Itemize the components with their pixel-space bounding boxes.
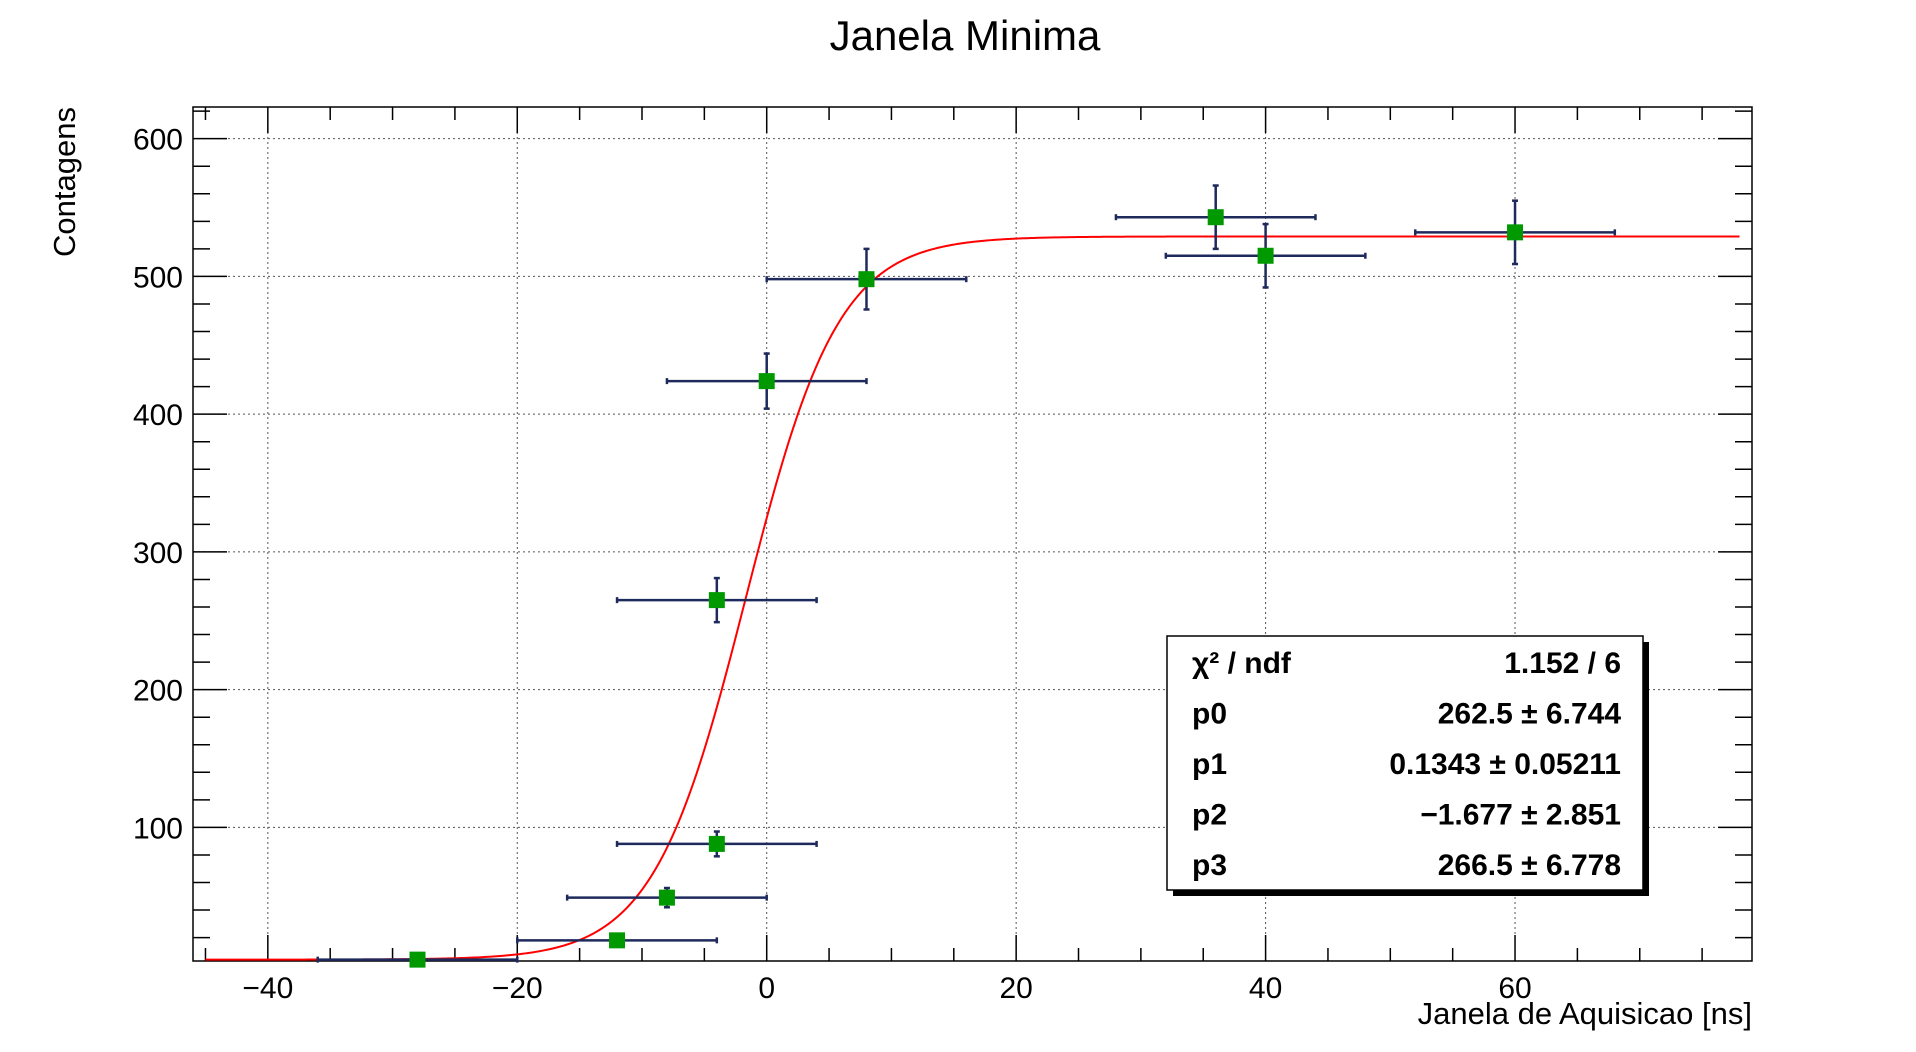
x-tick-label: 60	[1498, 972, 1531, 1005]
x-tick-label: −20	[492, 972, 543, 1005]
y-tick-label: 600	[133, 124, 183, 157]
x-tick-label: −40	[242, 972, 293, 1005]
point-marker	[708, 592, 725, 609]
chart-title: Janela Minima	[830, 12, 1101, 59]
y-tick-label: 100	[133, 812, 183, 845]
data-point-3	[615, 830, 818, 858]
stats-row-value: 1.152 / 6	[1504, 647, 1621, 680]
plot-frame	[192, 106, 1753, 962]
x-tick-label: 0	[758, 972, 775, 1005]
data-point-0	[316, 951, 519, 968]
axis-ticks	[193, 107, 1752, 961]
stats-row-value: −1.677 ± 2.851	[1420, 799, 1621, 832]
fit-curve	[205, 235, 1740, 961]
data-point-1	[516, 932, 719, 949]
stats-box-frame	[1166, 635, 1644, 891]
y-tick-label: 300	[133, 537, 183, 570]
x-tick-label: 40	[1249, 972, 1282, 1005]
stats-row-label: χ² / ndf	[1192, 647, 1292, 680]
point-marker	[1507, 224, 1524, 241]
stats-row-value: 266.5 ± 6.778	[1438, 849, 1621, 882]
point-marker	[609, 932, 626, 949]
y-axis-label: Contagens	[47, 107, 82, 257]
point-marker	[658, 889, 675, 906]
stats-row-value: 262.5 ± 6.744	[1438, 698, 1622, 731]
y-tick-label: 500	[133, 261, 183, 294]
point-marker	[758, 373, 775, 390]
data-point-8	[1164, 222, 1367, 289]
stats-box: χ² / ndf 1.152 / 6 p0 262.5 ± 6.744 p1 0.1343…	[1166, 635, 1649, 896]
point-marker	[1257, 247, 1274, 264]
stats-row-value: 0.1343 ± 0.05211	[1389, 748, 1621, 781]
point-marker	[708, 835, 725, 852]
data-point-9	[1414, 199, 1617, 266]
data-point-2	[565, 886, 768, 909]
stats-row-label: p3	[1192, 849, 1227, 882]
fit-layer	[205, 235, 1740, 961]
x-tick-label: 20	[999, 972, 1032, 1005]
data-point-5	[665, 352, 868, 410]
x-axis-label: Janela de Aquisicao [ns]	[1418, 996, 1752, 1031]
stats-row-label: p1	[1192, 748, 1227, 781]
data-points	[316, 184, 1617, 968]
y-tick-label: 400	[133, 399, 183, 432]
stats-row-label: p2	[1192, 799, 1227, 832]
tick-labels: −40 −20 0 20 40 60 100 200 300 400 500 600	[133, 124, 1532, 1005]
data-point-4	[615, 576, 818, 624]
data-point-7	[1114, 184, 1317, 251]
point-marker	[409, 951, 426, 968]
point-marker	[858, 271, 875, 288]
stats-row-label: p0	[1192, 698, 1227, 731]
y-tick-label: 200	[133, 675, 183, 708]
data-point-6	[765, 247, 968, 311]
point-marker	[1207, 209, 1224, 226]
